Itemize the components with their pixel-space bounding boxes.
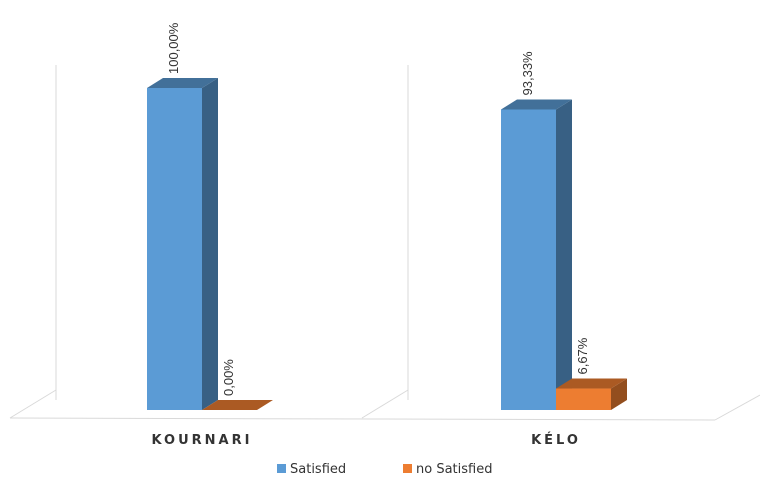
bar-top: [202, 400, 273, 410]
chart-wall-line: [714, 394, 760, 421]
category-axis: KOURNARI KÉLO: [152, 432, 581, 448]
bar-group: [147, 78, 627, 410]
category-label: KÉLO: [531, 432, 581, 448]
legend[interactable]: Satisfied no Satisfied: [277, 462, 492, 477]
legend-swatch: [277, 464, 286, 473]
category-label: KOURNARI: [152, 433, 253, 448]
bar-top: [147, 78, 218, 88]
chart-walls: [9, 65, 760, 421]
chart-wall-line: [361, 389, 409, 419]
bar-kélo-no-satisfied: [556, 378, 627, 410]
chart-wall-line: [9, 417, 716, 421]
bar-front: [556, 388, 611, 410]
legend-label: Satisfied: [290, 462, 346, 477]
legend-item-satisfied[interactable]: Satisfied: [277, 462, 346, 477]
bar-side: [611, 378, 627, 410]
data-label: 93,33%: [520, 51, 535, 96]
bar-front: [501, 109, 556, 410]
legend-swatch: [403, 464, 412, 473]
bar-kélo-satisfied: [501, 99, 572, 410]
chart-wall-line: [9, 389, 57, 419]
bar-front: [147, 88, 202, 410]
bar-top: [501, 99, 572, 110]
legend-item-no-satisfied[interactable]: no Satisfied: [403, 462, 492, 477]
data-label: 6,67%: [575, 337, 590, 374]
bar-top: [556, 378, 627, 389]
bar-side: [202, 78, 218, 410]
data-label: 100,00%: [166, 22, 181, 74]
legend-label: no Satisfied: [416, 462, 492, 477]
bar-kournari-no-satisfied: [202, 400, 273, 410]
bar-kournari-satisfied: [147, 78, 218, 410]
data-label-group: 100,00% 0,00% 93,33% 6,67%: [166, 22, 590, 396]
data-label: 0,00%: [221, 359, 236, 396]
bar-side: [556, 99, 572, 410]
